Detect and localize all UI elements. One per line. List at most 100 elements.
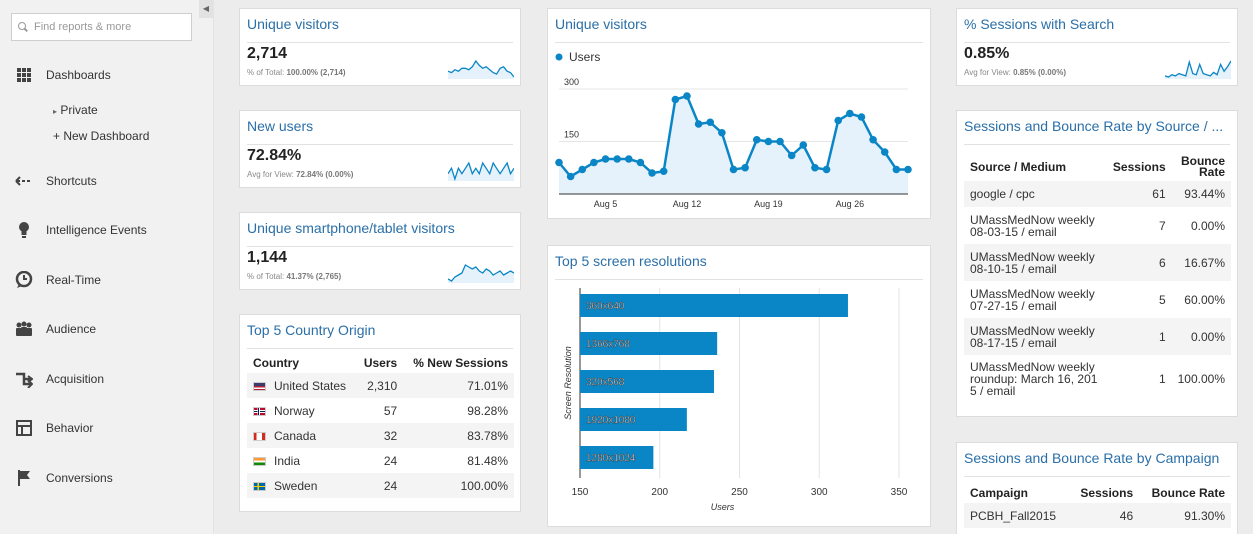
data-point[interactable]: [892, 165, 901, 174]
country-name: United States: [274, 378, 347, 393]
data-point[interactable]: [566, 172, 575, 181]
bar[interactable]: [580, 332, 718, 355]
data-point[interactable]: [729, 165, 738, 174]
data-point[interactable]: [904, 165, 912, 174]
bar[interactable]: [580, 370, 714, 393]
data-point[interactable]: [857, 113, 866, 121]
widget-unique-visitors-chart: Unique visitors Users 300 150 Aug 5 Aug 12 Au…: [547, 8, 931, 219]
nav-intelligence-events[interactable]: Intelligence Events: [0, 215, 199, 245]
x-tick-label: 250: [731, 487, 748, 498]
data-point[interactable]: [764, 137, 773, 146]
bar-label: 1920x1080: [586, 415, 636, 426]
x-tick-label: Aug 5: [594, 199, 618, 209]
divider: [555, 279, 923, 280]
bar[interactable]: [580, 408, 687, 431]
sub-item-private[interactable]: ▸ Private: [53, 103, 98, 117]
campaign-cell[interactable]: PCBH_Fall2015: [964, 503, 1070, 528]
table-row: Canada 32 83.78%: [247, 423, 514, 448]
country-cell[interactable]: Sweden: [247, 473, 357, 498]
nav-dashboards[interactable]: Dashboards: [0, 60, 199, 90]
data-point[interactable]: [752, 135, 761, 144]
country-cell[interactable]: United States: [247, 373, 357, 398]
data-point[interactable]: [718, 128, 726, 137]
source-cell[interactable]: UMassMedNow weekly 08-17-15 / email: [964, 318, 1107, 355]
widget-title: Sessions and Bounce Rate by Campaign: [964, 450, 1220, 466]
source-cell[interactable]: UMassMedNow weekly 08-10-15 / email: [964, 244, 1107, 281]
nav-label: Intelligence Events: [46, 223, 147, 237]
divider: [555, 42, 923, 43]
users-cell: 2,310: [356, 373, 404, 398]
data-point[interactable]: [846, 109, 854, 118]
widget-title: Unique visitors: [247, 16, 339, 32]
y-tick-label: 150: [564, 130, 579, 140]
data-point[interactable]: [613, 155, 621, 163]
source-cell[interactable]: google / cpc: [964, 181, 1107, 207]
data-point[interactable]: [683, 92, 691, 100]
country-cell[interactable]: Norway: [247, 398, 356, 423]
nav-label: Dashboards: [46, 68, 111, 82]
country-cell[interactable]: Canada: [247, 423, 357, 448]
sparkline-area: [448, 163, 514, 181]
bounce-cell: 93.44%: [1171, 181, 1231, 207]
col-header: Bounce Rate: [1180, 154, 1225, 179]
data-point[interactable]: [706, 118, 715, 127]
sweden-flag-icon: [253, 481, 266, 491]
data-point[interactable]: [799, 141, 808, 149]
data-point[interactable]: [590, 158, 598, 167]
data-point[interactable]: [636, 158, 645, 167]
data-point[interactable]: [625, 155, 633, 163]
bar[interactable]: [580, 294, 848, 317]
country-name: Canada: [274, 428, 317, 443]
col-header: Users: [363, 356, 398, 370]
data-point[interactable]: [601, 155, 610, 163]
search-icon: [18, 22, 28, 32]
series-area: [559, 96, 908, 194]
table-row: India 24 81.48%: [247, 448, 514, 473]
data-point[interactable]: [776, 137, 784, 146]
data-point[interactable]: [880, 148, 889, 156]
data-point[interactable]: [869, 135, 877, 144]
data-point[interactable]: [671, 95, 680, 104]
data-point[interactable]: [555, 158, 563, 167]
source-cell[interactable]: UMassMedNow weekly roundup: March 16, 20…: [970, 360, 1098, 398]
sub-item-new-dashboard[interactable]: + New Dashboard: [53, 129, 149, 143]
sessions-cell: 1: [1158, 372, 1166, 386]
nav-shortcuts[interactable]: Shortcuts: [0, 166, 199, 196]
nav-acquisition[interactable]: Acquisition: [0, 364, 199, 394]
bounce-cell: 91.30%: [1139, 503, 1231, 528]
nav-behavior[interactable]: Behavior: [0, 413, 199, 443]
data-point[interactable]: [787, 151, 796, 160]
legend-label[interactable]: Users: [569, 50, 600, 64]
bar[interactable]: [580, 446, 654, 469]
data-point[interactable]: [659, 167, 668, 176]
india-flag-icon: [253, 456, 266, 466]
nav-audience[interactable]: Audience: [0, 314, 199, 344]
col-header: Sessions: [1112, 160, 1166, 174]
source-cell[interactable]: UMassMedNow weekly 08-03-15 / email: [970, 212, 1095, 239]
data-point[interactable]: [822, 165, 831, 174]
metric-subtext: % of Total: 100.00% (2,714): [247, 68, 346, 77]
data-point[interactable]: [834, 116, 842, 125]
search-input[interactable]: [34, 21, 184, 33]
x-tick-label: 200: [651, 487, 668, 498]
data-point[interactable]: [741, 163, 749, 172]
norway-flag-icon: [253, 406, 266, 416]
subtext-prefix: Avg for View:: [964, 68, 1014, 77]
widget-title: New users: [247, 118, 314, 134]
source-cell[interactable]: UMassMedNow weekly 07-27-15 / email: [970, 286, 1095, 313]
x-tick-label: Aug 26: [836, 199, 865, 209]
country-cell[interactable]: India: [247, 448, 356, 473]
metric-subtext: Avg for View: 0.85% (0.00%): [964, 68, 1066, 77]
source-table: Source / Medium Sessions Bounce Rate goo…: [964, 153, 1231, 403]
widget-smartphone-visitors: Unique smartphone/tablet visitors 1,144 …: [239, 212, 521, 290]
collapse-sidebar-button[interactable]: ◀: [199, 0, 213, 18]
search-box[interactable]: [11, 13, 192, 41]
data-point[interactable]: [694, 120, 703, 128]
data-point[interactable]: [811, 163, 819, 172]
data-point[interactable]: [648, 169, 656, 177]
data-point[interactable]: [578, 165, 587, 174]
nav-real-time[interactable]: Real-Time: [0, 265, 199, 295]
table-row: UMassMedNow weekly roundup: March 16, 20…: [964, 355, 1231, 403]
widget-sessions-by-campaign: Sessions and Bounce Rate by Campaign Cam…: [956, 442, 1238, 534]
nav-conversions[interactable]: Conversions: [0, 463, 199, 493]
